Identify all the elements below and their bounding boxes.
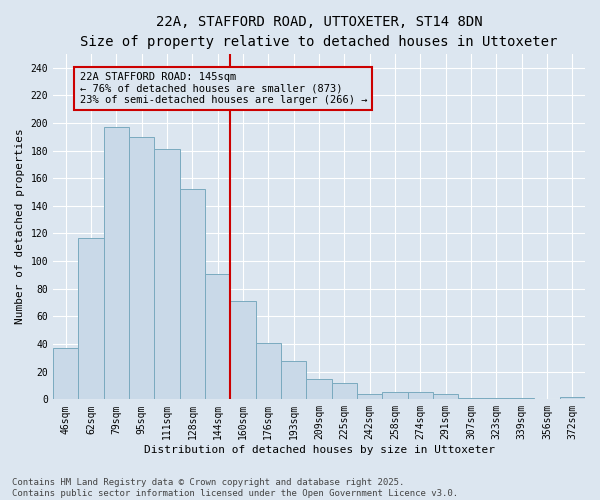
Bar (458, 398, 484, 400)
Bar (484, 398, 509, 400)
Title: 22A, STAFFORD ROAD, UTTOXETER, ST14 8DN
Size of property relative to detached ho: 22A, STAFFORD ROAD, UTTOXETER, ST14 8DN … (80, 15, 558, 48)
Bar (53, 348, 79, 400)
Bar (230, 301, 256, 400)
Bar (179, 190, 205, 400)
Bar (433, 394, 458, 400)
Bar (332, 382, 357, 400)
Bar (79, 238, 104, 400)
Bar (154, 149, 179, 400)
Bar (509, 398, 535, 400)
Bar (307, 378, 332, 400)
Text: Contains HM Land Registry data © Crown copyright and database right 2025.
Contai: Contains HM Land Registry data © Crown c… (12, 478, 458, 498)
Bar (104, 127, 129, 400)
Bar (129, 137, 154, 400)
Bar (256, 342, 281, 400)
Bar (357, 394, 382, 400)
Bar (560, 396, 585, 400)
Bar (382, 392, 407, 400)
Bar (205, 274, 230, 400)
Text: 22A STAFFORD ROAD: 145sqm
← 76% of detached houses are smaller (873)
23% of semi: 22A STAFFORD ROAD: 145sqm ← 76% of detac… (80, 72, 367, 105)
Bar (281, 360, 307, 400)
X-axis label: Distribution of detached houses by size in Uttoxeter: Distribution of detached houses by size … (143, 445, 494, 455)
Bar (407, 392, 433, 400)
Y-axis label: Number of detached properties: Number of detached properties (15, 128, 25, 324)
